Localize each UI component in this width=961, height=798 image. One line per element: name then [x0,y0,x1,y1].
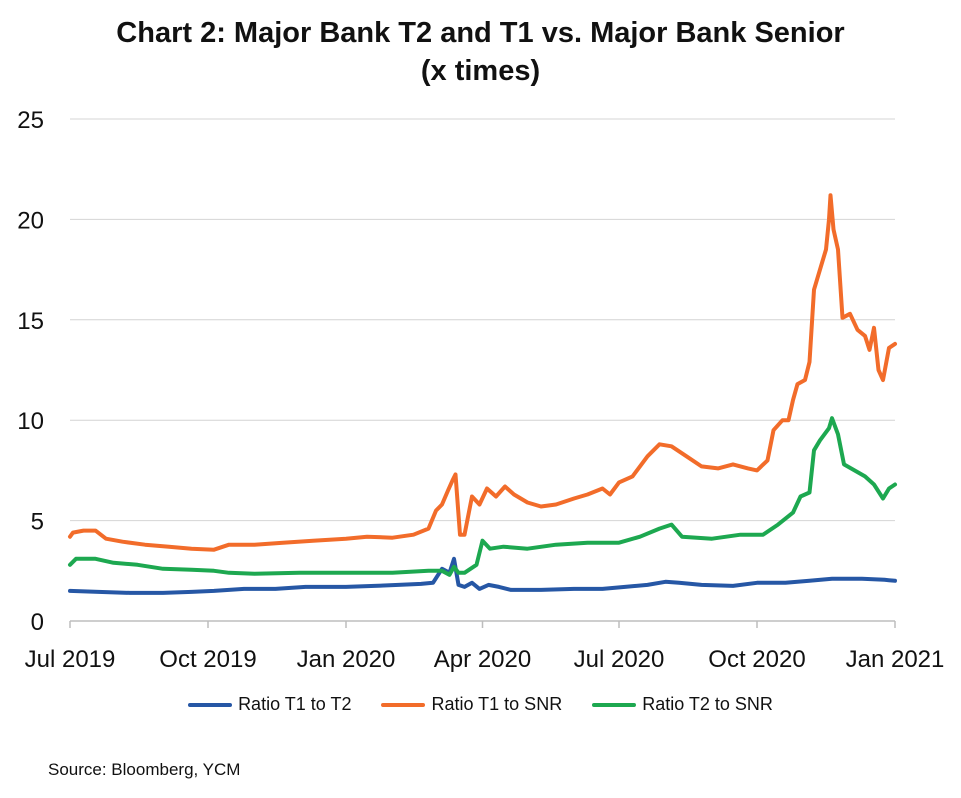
y-tick-label-5: 25 [17,107,44,134]
source-note: Source: Bloomberg, YCM [48,760,241,779]
y-tick-label-1: 5 [31,509,44,536]
legend-item-t2-snr: Ratio T2 to SNR [592,694,773,715]
legend-swatch-t1-snr [381,702,426,707]
y-tick-label-4: 20 [17,207,44,234]
axes: 0 5 10 15 20 25 Jul 2019 Oct 2019 Jan 2020 Apr 20… [17,107,944,673]
y-tick-label-2: 10 [17,408,44,435]
chart-title-line2: (x times) [420,55,541,87]
x-tick-label-5: Oct 2020 [708,646,805,673]
x-tick-label-3: Apr 2020 [434,646,531,673]
legend: Ratio T1 to T2 Ratio T1 to SNR Ratio T2 … [0,694,961,715]
series-line-2 [68,416,897,577]
legend-label-t2-snr: Ratio T2 to SNR [642,694,773,714]
chart-title-line1: Chart 2: Major Bank T2 and T1 vs. Major … [116,17,845,49]
legend-swatch-t2-snr [592,702,637,707]
legend-label-t1-snr: Ratio T1 to SNR [431,694,563,714]
chart-title: Chart 2: Major Bank T2 and T1 vs. Major … [0,14,961,90]
x-tick-label-1: Oct 2019 [159,646,256,673]
x-tick-label-0: Jul 2019 [25,646,116,673]
legend-label-t1-t2: Ratio T1 to T2 [238,694,352,714]
x-tick-label-6: Jan 2021 [846,646,945,673]
legend-item-t1-t2: Ratio T1 to T2 [188,694,351,715]
series-line-1 [68,193,897,552]
line-chart: 0 5 10 15 20 25 Jul 2019 Oct 2019 Jan 2020 Apr 20… [17,107,944,673]
series-line-0 [68,556,897,595]
x-tick-label-4: Jul 2020 [574,646,665,673]
gridlines [70,118,895,522]
legend-item-t1-snr: Ratio T1 to SNR [381,694,562,715]
x-tick-label-2: Jan 2020 [297,646,396,673]
y-tick-label-0: 0 [31,609,44,636]
legend-swatch-t1-t2 [188,702,233,707]
series-lines [68,193,897,595]
y-tick-label-3: 15 [17,308,44,335]
